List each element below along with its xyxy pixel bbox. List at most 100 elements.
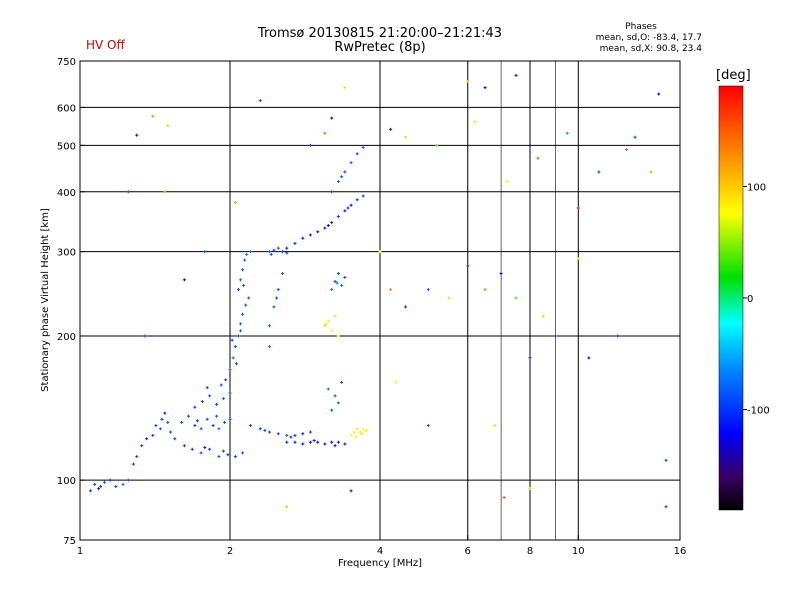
data-point xyxy=(276,288,280,292)
x-ticks: 1 2 4 6 8 10 16 xyxy=(77,535,686,557)
data-point xyxy=(239,329,243,333)
data-point xyxy=(145,437,149,441)
data-point xyxy=(333,394,337,398)
data-point xyxy=(166,420,170,424)
colorbar-unit: [deg] xyxy=(716,68,751,83)
data-point xyxy=(193,405,197,409)
data-point xyxy=(301,442,305,446)
data-point xyxy=(343,209,347,213)
data-point xyxy=(330,288,334,292)
data-point xyxy=(502,495,506,499)
data-point xyxy=(293,440,297,444)
data-point xyxy=(343,275,347,279)
data-point xyxy=(285,246,289,250)
y-tick-label: 100 xyxy=(57,476,76,487)
data-point xyxy=(301,432,305,436)
data-point xyxy=(553,334,557,338)
x-axis-label: Frequency [MHz] xyxy=(338,558,422,569)
data-point xyxy=(343,86,347,90)
x-tick-label: 6 xyxy=(465,546,471,557)
data-point xyxy=(243,258,247,262)
data-point xyxy=(514,296,518,300)
data-point xyxy=(426,288,430,292)
data-point xyxy=(293,433,297,437)
data-point xyxy=(230,338,234,342)
data-point xyxy=(221,449,225,453)
data-point xyxy=(135,455,139,459)
data-point xyxy=(326,387,330,391)
y-tick-label: 400 xyxy=(57,188,76,199)
data-point xyxy=(203,445,207,449)
data-point xyxy=(267,345,271,349)
data-point xyxy=(576,206,580,210)
data-point xyxy=(233,455,237,459)
data-point xyxy=(323,131,327,135)
data-point xyxy=(340,380,344,384)
data-point xyxy=(158,427,162,431)
data-point xyxy=(333,279,337,283)
data-point xyxy=(289,435,293,439)
data-point xyxy=(323,226,327,230)
data-point xyxy=(276,432,280,436)
data-point xyxy=(394,380,398,384)
data-point xyxy=(473,120,477,124)
data-point xyxy=(258,427,262,431)
data-point xyxy=(565,131,569,135)
data-point xyxy=(333,444,337,448)
data-point xyxy=(326,319,330,323)
data-point xyxy=(247,296,251,300)
data-point xyxy=(258,99,262,103)
data-point xyxy=(173,437,177,441)
phase-stats-x: mean, sd,X: 90.8, 23.4 xyxy=(599,44,702,54)
data-point xyxy=(205,417,209,421)
data-point xyxy=(195,419,199,423)
data-point xyxy=(93,482,97,486)
data-point xyxy=(163,411,167,415)
data-point xyxy=(355,152,359,156)
data-point xyxy=(336,440,340,444)
data-point xyxy=(223,420,227,424)
data-point xyxy=(633,135,637,139)
data-point xyxy=(323,324,327,328)
data-point xyxy=(358,430,362,434)
data-point xyxy=(245,252,249,256)
colorbar xyxy=(718,85,744,511)
data-point xyxy=(308,430,312,434)
data-point xyxy=(239,322,243,326)
data-point xyxy=(276,246,280,250)
data-point xyxy=(499,272,503,276)
data-point xyxy=(403,135,407,139)
data-point xyxy=(114,484,118,488)
y-tick-label: 750 xyxy=(57,57,76,68)
data-point xyxy=(208,447,212,451)
data-point xyxy=(169,430,173,434)
data-point xyxy=(203,250,207,254)
data-point xyxy=(349,203,353,207)
data-point xyxy=(541,314,545,318)
data-point xyxy=(182,444,186,448)
data-point xyxy=(160,417,164,421)
data-point xyxy=(215,402,219,406)
data-point xyxy=(330,408,334,412)
data-point xyxy=(330,116,334,120)
data-point xyxy=(536,156,540,160)
data-point xyxy=(597,170,601,174)
data-point xyxy=(217,455,221,459)
data-point xyxy=(182,278,186,282)
data-point xyxy=(330,190,334,194)
data-point xyxy=(211,424,215,428)
x-tick-label: 1 xyxy=(77,546,83,557)
data-point xyxy=(664,505,668,509)
data-point xyxy=(505,180,509,184)
data-point xyxy=(361,427,365,431)
data-point xyxy=(340,175,344,179)
data-point xyxy=(234,362,238,366)
data-point xyxy=(217,427,221,431)
data-points xyxy=(89,73,668,509)
data-point xyxy=(163,190,167,194)
data-point xyxy=(281,272,285,276)
data-point xyxy=(336,180,340,184)
data-point xyxy=(403,305,407,309)
data-point xyxy=(231,356,235,360)
data-point xyxy=(97,487,101,491)
